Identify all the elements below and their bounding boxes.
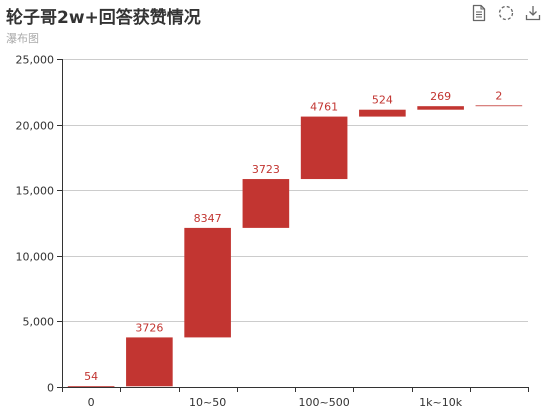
x-tick-label: 100~500	[299, 396, 350, 409]
waterfall-bar	[67, 386, 115, 387]
bar-value-label: 54	[84, 370, 98, 383]
y-tick-label: 20,000	[16, 120, 55, 133]
waterfall-bar	[242, 179, 290, 228]
y-tick-label: 0	[47, 382, 54, 395]
waterfall-bar	[126, 337, 173, 387]
bar-value-label: 4761	[310, 101, 338, 114]
waterfall-bar	[300, 116, 348, 180]
x-tick-label: 1k~10k	[419, 396, 463, 409]
bar-value-label: 8347	[194, 212, 222, 225]
bar-value-label: 3726	[135, 321, 163, 334]
bar-value-label: 2	[495, 89, 502, 102]
data-view-icon[interactable]	[470, 4, 488, 22]
y-tick-label: 5,000	[23, 316, 55, 329]
x-tick-label: 0	[88, 396, 95, 409]
x-tick-label: 10~50	[189, 396, 226, 409]
waterfall-bar	[417, 106, 464, 110]
waterfall-bar	[359, 109, 406, 117]
y-tick-label: 15,000	[16, 185, 55, 198]
waterfall-bar	[475, 105, 523, 107]
save-image-icon[interactable]	[524, 4, 542, 22]
waterfall-bar	[184, 227, 231, 338]
y-tick-label: 25,000	[16, 54, 55, 67]
chart-subtitle: 瀑布图	[6, 32, 39, 45]
bar-value-label: 524	[372, 94, 393, 107]
toolbox	[470, 4, 542, 22]
bar-value-label: 3723	[252, 163, 280, 176]
restore-icon[interactable]	[497, 4, 515, 22]
y-tick-label: 10,000	[16, 251, 55, 264]
bar-value-label: 269	[430, 90, 451, 103]
chart-title: 轮子哥2w+回答获赞情况	[6, 8, 201, 28]
